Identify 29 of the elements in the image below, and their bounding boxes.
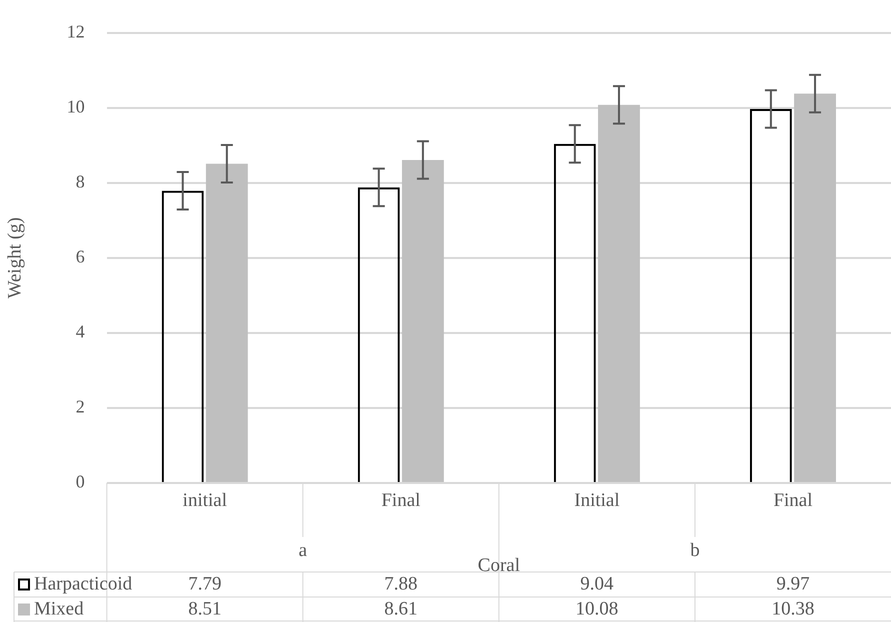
y-axis-title: Weight (g) — [4, 217, 26, 299]
y-tick-label: 8 — [76, 172, 85, 192]
x-tick-label: initial — [182, 490, 227, 511]
y-tick-label: 4 — [76, 322, 85, 342]
data-label: 10.08 — [576, 598, 618, 620]
y-tick-label: 0 — [76, 472, 85, 492]
x-axis-title: Coral — [478, 554, 520, 576]
text: b — [690, 540, 700, 561]
x-tick-label: Initial — [574, 490, 620, 511]
bar — [794, 94, 836, 482]
data-label: 9.97 — [776, 573, 810, 594]
y-tick-label: 12 — [66, 22, 85, 42]
legend-label: Mixed — [34, 598, 84, 620]
y-tick-label: 6 — [76, 246, 85, 267]
bar — [206, 164, 248, 482]
data-label: 8.61 — [384, 598, 418, 620]
y-tick-label: 2 — [76, 396, 85, 417]
data-label: 8.51 — [188, 598, 222, 620]
x-tick-label: Final — [381, 490, 420, 511]
data-label: 7.88 — [384, 573, 418, 594]
y-tick-label: 10 — [66, 96, 85, 117]
data-label: 10.38 — [772, 598, 814, 620]
bar — [402, 160, 444, 482]
text: a — [298, 540, 308, 561]
data-label: 7.79 — [188, 573, 222, 594]
legend-label: Harpacticoid — [34, 573, 133, 594]
bar — [598, 104, 640, 482]
data-label: 9.04 — [580, 573, 614, 594]
x-tick-label: Final — [773, 490, 813, 511]
